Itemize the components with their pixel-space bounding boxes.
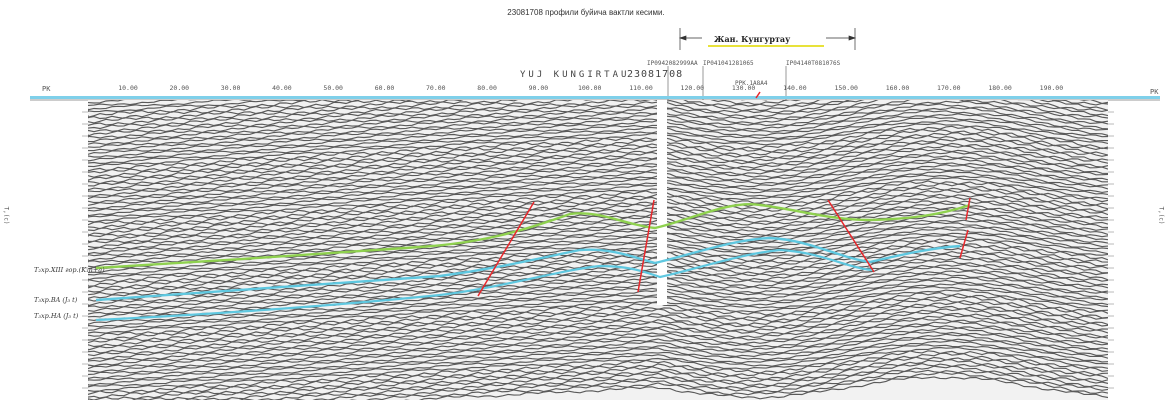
pk-label-right: PK (1150, 88, 1159, 96)
pk-tick-4: 50.00 (323, 84, 343, 92)
well-label-2: IP041041281065 (703, 60, 754, 67)
horizon-label-ba: T₃хр.BA (J₃ t) (34, 296, 78, 304)
seismic-reflections (88, 100, 1108, 400)
pk-tick-9: 100.00 (578, 84, 602, 92)
block-label-underline (708, 45, 824, 47)
well-label-3: IP04140T081076S (786, 60, 841, 67)
pk-tick-16: 170.00 (937, 84, 961, 92)
pk-tick-labels: 10.00 20.00 30.00 40.00 50.00 60.00 70.00 80.00… (118, 84, 1063, 92)
pk-tick-6: 70.00 (426, 84, 446, 92)
pk-tick-17: 180.00 (988, 84, 1012, 92)
pk-tick-14: 150.00 (834, 84, 858, 92)
pk-tick-18: 190.00 (1040, 84, 1064, 92)
pk-tick-12: 130.00 (732, 84, 756, 92)
well-label-4: PPK.1A8A4 (735, 80, 768, 87)
pk-tick-11: 120.00 (681, 84, 705, 92)
pk-tick-15: 160.00 (886, 84, 910, 92)
pk-tick-13: 140.00 (783, 84, 807, 92)
horizon-label-xiii: T₂хр.XIII гор.(K₁n+a) (34, 266, 105, 274)
horizon-na-blue (95, 248, 873, 322)
horizon-label-na: T₃хр.HA (J₃ t) (34, 312, 79, 320)
horizon-xiii-green (95, 203, 971, 270)
pk-tick-3: 40.00 (272, 84, 292, 92)
well-label-1: IP0942082999AA (647, 60, 698, 67)
horizon-ba-blue (95, 236, 961, 302)
pk-tick-0: 10.00 (118, 84, 138, 92)
pk-tick-7: 80.00 (477, 84, 497, 92)
pk-tick-2: 30.00 (221, 84, 241, 92)
pk-tick-1: 20.00 (170, 84, 190, 92)
section-title: 23081708 профили буйича вактли кесими. (507, 8, 665, 17)
data-gap (657, 100, 667, 305)
block-extent-arrow (678, 28, 857, 50)
pk-tick-10: 110.00 (629, 84, 653, 92)
pk-label-left: PK (42, 85, 51, 93)
profile-number: 23081708 (627, 69, 684, 80)
pk-tick-5: 60.00 (375, 84, 395, 92)
time-axis-ticks (82, 111, 1114, 389)
pk-tick-8: 90.00 (529, 84, 549, 92)
fault-lines (477, 91, 971, 297)
header-bar (30, 96, 1160, 99)
seismic-traces (88, 100, 1108, 400)
block-label: Жан. Кунгуртау (714, 34, 791, 44)
section-left-label: YUJ KUNGIRTAU (520, 70, 630, 80)
